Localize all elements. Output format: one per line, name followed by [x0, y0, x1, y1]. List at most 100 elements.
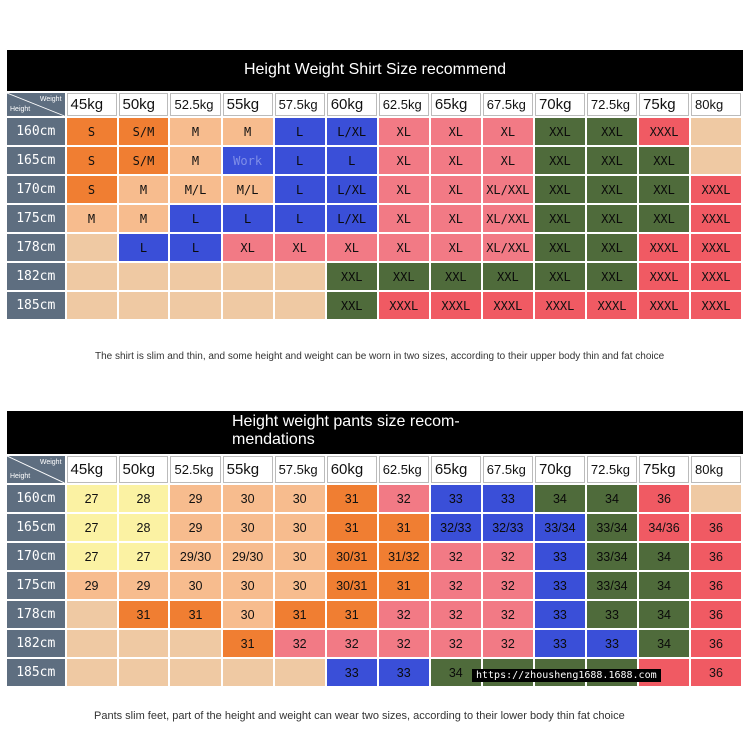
size-cell: XXXL [691, 205, 741, 232]
weight-header: 70kg [534, 456, 585, 483]
table-row: 182cm 31 32 32 32 32 32 33 33 34 36 [7, 630, 741, 657]
size-cell [170, 630, 221, 657]
height-label: 175cm [7, 572, 65, 599]
size-cell: 32/33 [482, 514, 533, 541]
size-cell: 36 [691, 572, 741, 599]
size-cell: 32 [378, 601, 429, 628]
size-cell: 33/34 [586, 572, 638, 599]
weight-header: 70kg [534, 93, 585, 116]
size-cell [66, 292, 117, 319]
corner-header: Height Weight [7, 456, 65, 483]
weight-header: 65kg [430, 456, 481, 483]
size-cell [691, 118, 741, 145]
size-cell: XXL [586, 176, 638, 203]
size-cell: L/XL [326, 205, 377, 232]
size-cell: L [274, 205, 325, 232]
size-cell: XXL [586, 234, 638, 261]
size-cell: XXL [534, 234, 585, 261]
size-cell: XXL [639, 176, 690, 203]
height-label: 165cm [7, 514, 65, 541]
table-row: 178cm L L XL XL XL XL XL XL/XXL XXL XXL XXXL XXXL [7, 234, 741, 261]
size-cell: XL/XXL [482, 176, 533, 203]
table-row: 178cm 31 31 30 31 31 32 32 32 33 33 34 36 [7, 601, 741, 628]
size-cell: 31 [326, 485, 377, 512]
size-cell: 32 [378, 630, 429, 657]
size-cell: L/XL [326, 176, 377, 203]
shirt-note: The shirt is slim and thin, and some hei… [95, 351, 665, 362]
size-cell: M [118, 176, 169, 203]
height-label: 182cm [7, 263, 65, 290]
weight-header: 80kg [691, 93, 741, 116]
size-cell: S/M [118, 147, 169, 174]
size-cell: 33 [534, 543, 585, 570]
size-cell: XL [430, 176, 481, 203]
size-cell: 30 [274, 485, 325, 512]
size-cell: XL [378, 176, 429, 203]
shirt-size-table: Height Weight 45kg 50kg 52.5kg 55kg 57.5kg 60kg… [5, 91, 743, 321]
size-cell: 29 [118, 572, 169, 599]
size-cell: 31 [378, 572, 429, 599]
size-cell: 30 [170, 572, 221, 599]
corner-height-label: Height [10, 473, 31, 480]
size-cell: M/L [222, 176, 273, 203]
size-cell: 32 [482, 572, 533, 599]
size-cell: 27 [118, 543, 169, 570]
size-cell: 32 [482, 543, 533, 570]
size-cell: 30 [222, 514, 273, 541]
weight-header: 75kg [639, 93, 690, 116]
weight-header: 52.5kg [170, 456, 221, 483]
size-cell: 30 [222, 485, 273, 512]
corner-height-label: Height [10, 106, 31, 113]
size-cell: XXL [482, 263, 533, 290]
size-cell: XXL [326, 263, 377, 290]
height-label: 178cm [7, 234, 65, 261]
size-cell: XL [430, 205, 481, 232]
height-label: 160cm [7, 118, 65, 145]
size-cell: S/M [118, 118, 169, 145]
shirt-title-bar: Height Weight Shirt Size recommend [7, 50, 743, 91]
size-cell [222, 659, 273, 686]
size-cell: L [274, 176, 325, 203]
table-row: 182cm XXL XXL XXL XXL XXL XXL XXXL XXXL [7, 263, 741, 290]
size-cell [274, 263, 325, 290]
size-cell: XL [430, 147, 481, 174]
size-cell: 36 [691, 514, 741, 541]
size-cell [66, 263, 117, 290]
weight-header: 57.5kg [274, 456, 325, 483]
size-cell: 36 [691, 601, 741, 628]
weight-header: 55kg [222, 456, 273, 483]
size-cell: XXXL [639, 234, 690, 261]
size-cell: M/L [170, 176, 221, 203]
height-label: 170cm [7, 543, 65, 570]
weight-header: 50kg [118, 456, 169, 483]
table-row: 175cm 29 29 30 30 30 30/31 31 32 32 33 33/34 34 36 [7, 572, 741, 599]
size-cell: XL [378, 205, 429, 232]
size-cell: Work [222, 147, 273, 174]
size-cell: L [118, 234, 169, 261]
size-cell [274, 659, 325, 686]
size-cell: XL [326, 234, 377, 261]
size-cell: 31/32 [378, 543, 429, 570]
height-label: 165cm [7, 147, 65, 174]
weight-header: 75kg [639, 456, 690, 483]
size-cell: XL/XXL [482, 234, 533, 261]
size-cell: 31 [274, 601, 325, 628]
size-cell: XXL [378, 263, 429, 290]
size-cell: 36 [691, 630, 741, 657]
size-cell: S [66, 176, 117, 203]
size-cell [691, 147, 741, 174]
size-cell: XL [378, 147, 429, 174]
size-cell: XL [222, 234, 273, 261]
size-cell: 32 [430, 630, 481, 657]
size-cell: XL [482, 147, 533, 174]
size-cell: 32 [326, 630, 377, 657]
size-cell: 29/30 [170, 543, 221, 570]
shirt-chart-title: Height Weight Shirt Size recommend [243, 61, 507, 78]
corner-weight-label: Weight [39, 459, 62, 466]
size-cell: 32 [430, 543, 481, 570]
weight-header: 67.5kg [482, 456, 533, 483]
size-cell: XXXL [534, 292, 585, 319]
weight-header: 50kg [118, 93, 169, 116]
size-cell: L [326, 147, 377, 174]
size-cell [170, 292, 221, 319]
